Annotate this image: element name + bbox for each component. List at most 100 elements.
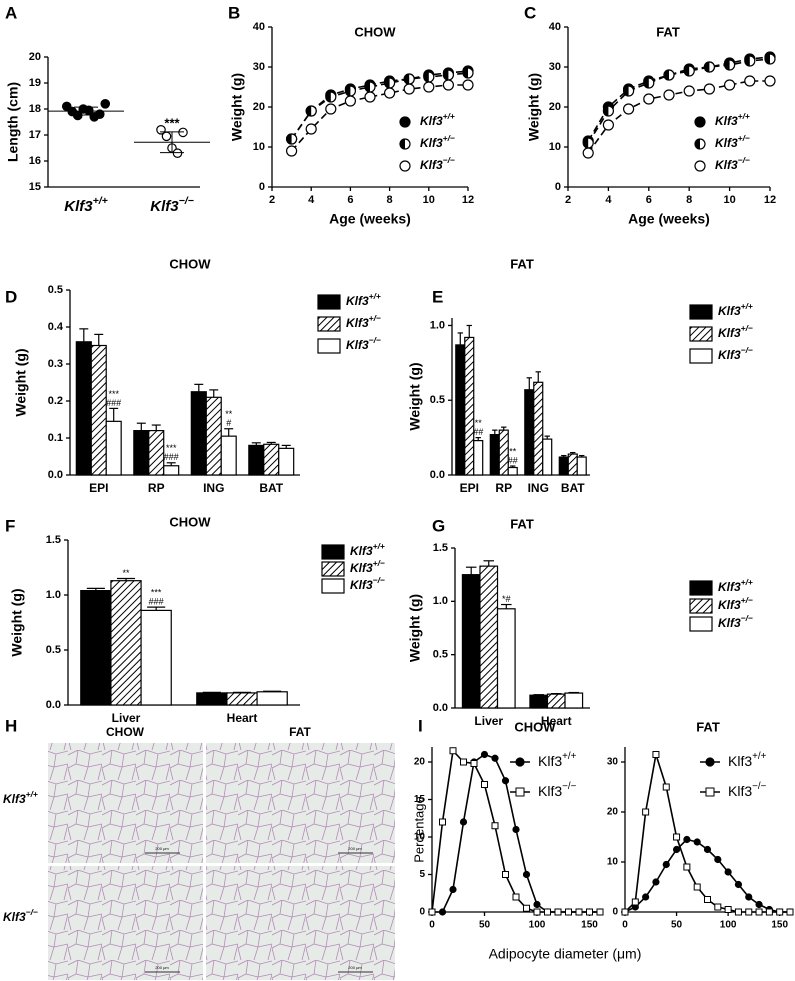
y-tick-label: 17 (29, 129, 41, 141)
x-tick-label: Klf3+/+ (64, 195, 108, 215)
x-tick-label: 100 (529, 920, 546, 931)
label-superscript: +/− (443, 133, 455, 143)
marker-half (463, 68, 468, 78)
legend-label: Klf3+/− (715, 133, 750, 150)
marker-shape (459, 818, 468, 826)
legend-marker (399, 116, 411, 128)
marker (305, 123, 317, 135)
error-bar (74, 106, 98, 116)
x-tick-label: 12 (462, 194, 474, 206)
marker-shape (596, 908, 604, 916)
panel-letter: F (5, 516, 15, 535)
marker-half (724, 60, 730, 70)
label-base: Klf3 (718, 348, 741, 362)
significance: *** (151, 587, 162, 597)
micrograph (206, 743, 395, 863)
x-tick-label: 4 (308, 194, 315, 206)
marker-shape (755, 908, 763, 916)
error-bar (465, 566, 477, 575)
marker-half (684, 66, 690, 76)
y-tick-label: 0 (419, 907, 425, 918)
micrograph (48, 866, 203, 980)
legend-marker (515, 757, 525, 767)
marker (652, 878, 660, 886)
legend-label: Klf3+/+ (350, 541, 385, 558)
bar (564, 692, 584, 709)
label-superscript: +/+ (373, 541, 385, 551)
x-tick-label: 8 (686, 194, 692, 206)
marker (286, 145, 298, 157)
label-superscript: −/− (26, 907, 38, 917)
marker-shape (565, 908, 572, 916)
marker-shape (449, 885, 457, 894)
marker (442, 69, 454, 81)
bar (163, 465, 180, 476)
marker (703, 845, 712, 854)
marker (683, 835, 691, 844)
chart-title: CHOW (169, 514, 211, 529)
marker (305, 105, 317, 117)
series-line (587, 56, 771, 142)
label-superscript: +/+ (741, 577, 753, 587)
marker (765, 908, 773, 916)
y-tick-label: 20 (29, 51, 41, 63)
y-tick-label: 30 (607, 757, 619, 768)
y-tick-label: 20 (549, 101, 561, 113)
bar (263, 443, 280, 476)
x-tick-label: 150 (771, 920, 788, 931)
marker (714, 855, 722, 864)
x-tick-label: RP (495, 481, 512, 495)
label-superscript: +/− (738, 133, 750, 143)
marker-shape (652, 751, 660, 758)
marker (533, 900, 541, 909)
marker-half (365, 82, 370, 92)
legend-swatch (321, 561, 345, 577)
significance: *# (502, 594, 511, 604)
marker-half (306, 106, 312, 116)
bar (148, 430, 165, 476)
marker-half (384, 78, 390, 88)
x-tick-label: 10 (723, 194, 735, 206)
y-tick-label: 0.0 (46, 699, 61, 711)
marker-shape (693, 838, 701, 846)
y-tick-label: 15 (414, 794, 426, 805)
marker-shape (631, 898, 639, 906)
error-bar (535, 371, 541, 383)
marker-shape (622, 103, 635, 115)
marker (622, 85, 635, 97)
legend-label: Klf3+/+ (728, 751, 767, 769)
marker-shape (462, 79, 474, 91)
label-base: Klf3 (420, 136, 443, 150)
label-superscript: −/− (741, 613, 753, 623)
bar (576, 456, 587, 476)
marker (512, 825, 520, 834)
marker-shape (502, 871, 509, 878)
marker (502, 871, 509, 878)
legend-marker (694, 160, 706, 172)
label-superscript: +/+ (752, 751, 766, 762)
error-bar (224, 428, 234, 437)
bar (464, 336, 475, 476)
marker (442, 79, 454, 91)
x-tick-label: 6 (347, 194, 353, 206)
y-tick-label: 0 (259, 181, 265, 193)
marker (364, 91, 376, 103)
x-tick-label: 12 (764, 194, 776, 206)
label-base: Klf3 (718, 326, 741, 340)
y-tick-label: 10 (607, 857, 619, 868)
error-bar (194, 383, 204, 392)
y-tick-label: 0.0 (433, 702, 448, 714)
label-superscript: +/+ (741, 301, 753, 311)
marker-shape (428, 908, 436, 916)
y-tick-label: 20 (414, 757, 426, 768)
marker (703, 61, 716, 73)
bar (133, 430, 150, 476)
label-superscript: +/− (741, 323, 753, 333)
label-base: Klf3 (718, 616, 741, 630)
error-bar (94, 333, 104, 346)
row-label: Klf3+/+ (3, 789, 38, 806)
label-superscript: +/+ (443, 111, 455, 121)
legend-label: Klf3−/− (718, 345, 753, 362)
error-bar (79, 328, 89, 342)
y-axis-label: Weight (g) (13, 348, 29, 416)
